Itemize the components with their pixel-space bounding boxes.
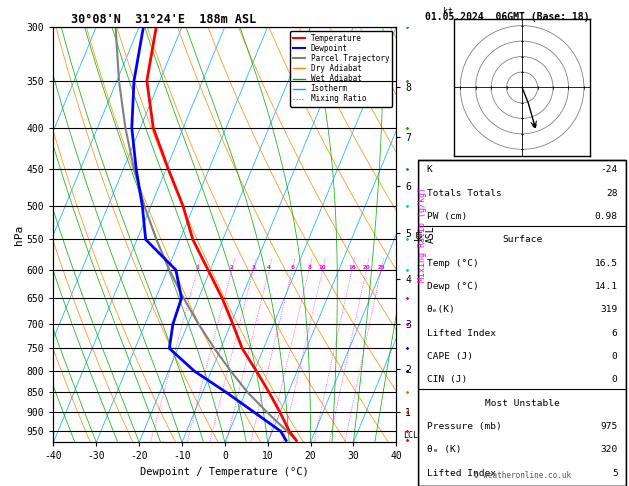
Text: 319: 319 bbox=[600, 305, 618, 314]
Text: 0.98: 0.98 bbox=[594, 212, 618, 221]
Text: 975: 975 bbox=[600, 422, 618, 431]
Text: kt: kt bbox=[443, 7, 453, 16]
Y-axis label: km
ASL: km ASL bbox=[414, 226, 435, 243]
Text: 0: 0 bbox=[612, 352, 618, 361]
Text: Totals Totals: Totals Totals bbox=[426, 189, 501, 198]
Text: 30°08'N  31°24'E  188m ASL: 30°08'N 31°24'E 188m ASL bbox=[70, 13, 256, 26]
Text: Dewp (°C): Dewp (°C) bbox=[426, 282, 478, 291]
Text: 10: 10 bbox=[319, 265, 326, 270]
Text: CAPE (J): CAPE (J) bbox=[426, 352, 472, 361]
X-axis label: Dewpoint / Temperature (°C): Dewpoint / Temperature (°C) bbox=[140, 467, 309, 477]
Text: 01.05.2024  06GMT (Base: 18): 01.05.2024 06GMT (Base: 18) bbox=[425, 12, 589, 22]
Text: 14.1: 14.1 bbox=[594, 282, 618, 291]
Text: 0: 0 bbox=[612, 375, 618, 384]
Text: LCL: LCL bbox=[403, 431, 418, 439]
Text: -24: -24 bbox=[600, 165, 618, 174]
Text: Pressure (mb): Pressure (mb) bbox=[426, 422, 501, 431]
Text: 5: 5 bbox=[612, 469, 618, 478]
Text: 6: 6 bbox=[290, 265, 294, 270]
Text: CIN (J): CIN (J) bbox=[426, 375, 467, 384]
Text: θₑ (K): θₑ (K) bbox=[426, 445, 461, 454]
Bar bbox=[418, 160, 626, 486]
Text: Temp (°C): Temp (°C) bbox=[426, 259, 478, 268]
Text: 25: 25 bbox=[377, 265, 385, 270]
Legend: Temperature, Dewpoint, Parcel Trajectory, Dry Adiabat, Wet Adiabat, Isotherm, Mi: Temperature, Dewpoint, Parcel Trajectory… bbox=[290, 31, 392, 106]
Text: θₑ(K): θₑ(K) bbox=[426, 305, 455, 314]
Text: 6: 6 bbox=[612, 329, 618, 338]
Text: 28: 28 bbox=[606, 189, 618, 198]
Text: © weatheronline.co.uk: © weatheronline.co.uk bbox=[474, 471, 571, 480]
Text: 20: 20 bbox=[363, 265, 370, 270]
Text: Mixing Ratio (g/kg): Mixing Ratio (g/kg) bbox=[418, 187, 427, 282]
Text: PW (cm): PW (cm) bbox=[426, 212, 467, 221]
Y-axis label: hPa: hPa bbox=[14, 225, 24, 244]
Text: 4: 4 bbox=[267, 265, 271, 270]
Text: 16: 16 bbox=[348, 265, 356, 270]
Text: Most Unstable: Most Unstable bbox=[485, 399, 559, 408]
Text: 8: 8 bbox=[307, 265, 311, 270]
Text: K: K bbox=[426, 165, 432, 174]
Text: 1: 1 bbox=[195, 265, 199, 270]
Text: 16.5: 16.5 bbox=[594, 259, 618, 268]
Text: Lifted Index: Lifted Index bbox=[426, 329, 496, 338]
Text: 3: 3 bbox=[252, 265, 255, 270]
Text: 320: 320 bbox=[600, 445, 618, 454]
Text: 2: 2 bbox=[230, 265, 234, 270]
Text: Lifted Index: Lifted Index bbox=[426, 469, 496, 478]
Text: Surface: Surface bbox=[502, 235, 542, 244]
